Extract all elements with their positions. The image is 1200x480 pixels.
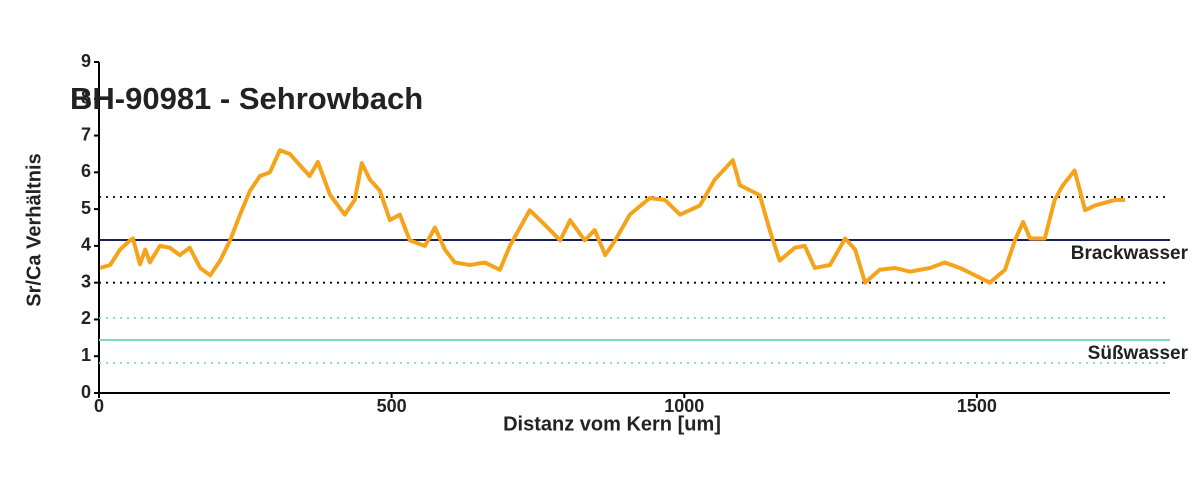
x-tick-label: 1000 bbox=[664, 396, 704, 416]
reference-label: Süßwasser bbox=[1088, 343, 1189, 364]
y-tick-label: 2 bbox=[81, 308, 91, 328]
x-axis-label: Distanz vom Kern [um] bbox=[503, 413, 721, 435]
y-tick-label: 0 bbox=[81, 382, 91, 402]
y-tick-label: 9 bbox=[81, 51, 91, 71]
reference-label: Brackwasser bbox=[1071, 243, 1189, 264]
y-tick-label: 8 bbox=[81, 88, 91, 108]
chart-title: BH-90981 - Sehrowbach bbox=[70, 81, 423, 116]
y-tick-label: 1 bbox=[81, 345, 91, 365]
x-tick-label: 0 bbox=[94, 396, 104, 416]
y-tick-label: 4 bbox=[81, 235, 91, 255]
x-tick-label: 500 bbox=[377, 396, 407, 416]
y-axis-label: Sr/Ca Verhältnis bbox=[23, 153, 45, 306]
y-tick-label: 6 bbox=[81, 161, 91, 181]
x-tick-label: 1500 bbox=[957, 396, 997, 416]
y-tick-label: 3 bbox=[81, 271, 91, 291]
data-line bbox=[99, 148, 1125, 285]
y-tick-label: 5 bbox=[81, 198, 91, 218]
y-tick-label: 7 bbox=[81, 124, 91, 144]
